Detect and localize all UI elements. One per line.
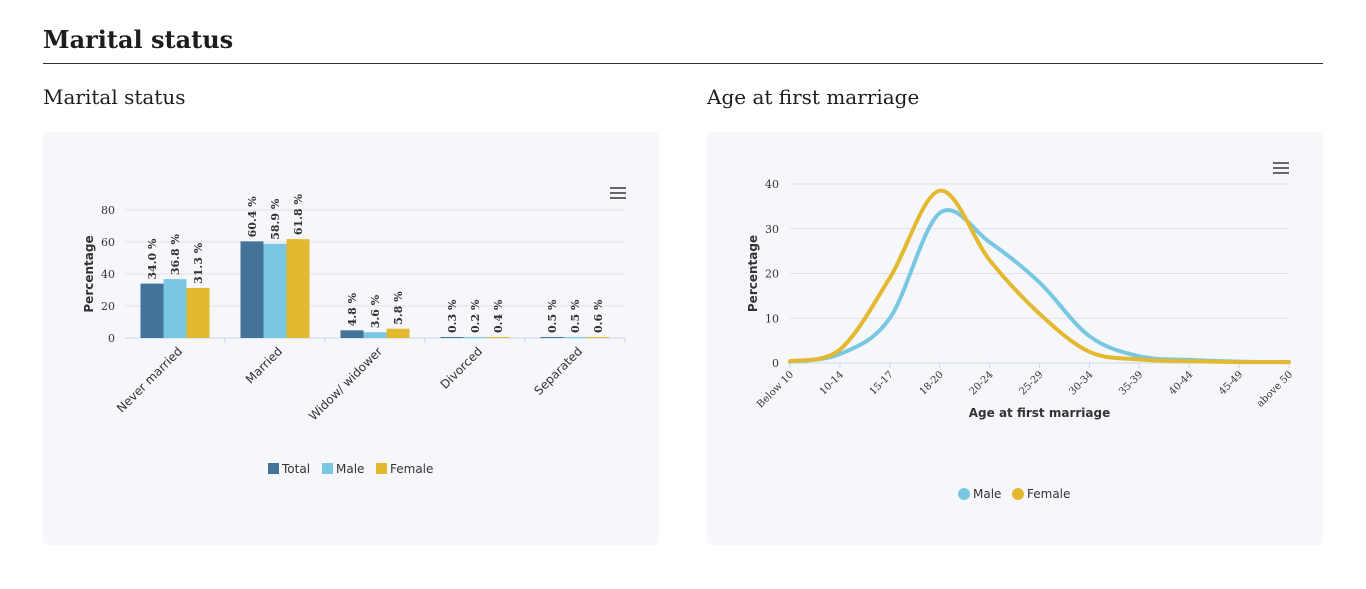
y-tick-label: 30 — [765, 223, 779, 236]
bar-male — [163, 279, 187, 338]
y-tick-label: 80 — [101, 204, 115, 217]
legend-item-total: Total — [281, 462, 310, 476]
x-category-label: above 50 — [1255, 369, 1295, 409]
bar-total — [440, 337, 464, 338]
bar-data-label: 58.9 % — [269, 198, 282, 240]
y-tick-label: 10 — [765, 312, 779, 325]
legend-marker-female — [376, 463, 387, 474]
y-tick-label: 20 — [101, 300, 115, 313]
bar-male — [563, 337, 587, 338]
x-category-label: Never married — [114, 344, 185, 415]
bar-female — [386, 328, 410, 338]
bar-data-label: 0.2 % — [469, 299, 482, 333]
chart-menu-icon[interactable] — [1273, 162, 1289, 174]
y-tick-label: 40 — [101, 268, 115, 281]
bar-data-label: 3.6 % — [369, 294, 382, 328]
x-category-label: 25-29 — [1017, 369, 1045, 397]
marital-chart-heading: Marital status — [43, 85, 186, 109]
x-category-label: 30-34 — [1067, 369, 1095, 397]
bar-data-label: 60.4 % — [246, 196, 259, 238]
bar-female — [486, 337, 510, 338]
bar-male — [363, 332, 387, 338]
x-category-label: 20-24 — [968, 369, 996, 397]
legend-item-male: Male — [973, 487, 1001, 501]
legend-item-female: Female — [1027, 487, 1070, 501]
bar-data-label: 5.8 % — [392, 291, 405, 325]
bar-female — [586, 337, 610, 338]
series-line-male — [788, 208, 1291, 365]
legend-marker-male — [958, 488, 970, 500]
y-tick-label: 60 — [101, 236, 115, 249]
x-category-label: 45-49 — [1217, 369, 1245, 397]
y-tick-label: 40 — [765, 178, 779, 191]
marital-bar-chart: 0 20 40 60 80 Percentage 34.0 % 36.8 % 31.3 % Nev… — [82, 187, 626, 476]
x-category-label: 10-14 — [818, 369, 846, 397]
y-tick-label: 0 — [108, 332, 115, 345]
bar-data-label: 0.6 % — [592, 299, 605, 333]
bar-total — [240, 241, 264, 338]
legend-marker-male — [322, 463, 333, 474]
bar-data-label: 0.5 % — [546, 299, 559, 333]
bar-data-label: 36.8 % — [169, 233, 182, 275]
bar-total — [540, 337, 564, 338]
section-title: Marital status — [43, 25, 234, 54]
x-category-label: Married — [243, 344, 285, 386]
bar-total — [340, 330, 364, 338]
bar-male — [463, 337, 487, 338]
x-category-label: Widow/ widower — [306, 344, 385, 423]
section-divider — [43, 63, 1323, 64]
y-tick-label: 20 — [765, 268, 779, 281]
x-category-label: Below 10 — [755, 369, 796, 410]
bar-total — [140, 283, 164, 338]
chart-menu-icon[interactable] — [610, 187, 626, 199]
x-axis-title: Age at first marriage — [969, 406, 1110, 420]
bar-data-label: 31.3 % — [192, 242, 205, 284]
x-category-label: Divorced — [438, 344, 486, 392]
bar-data-label: 61.8 % — [292, 193, 305, 235]
y-axis-title: Percentage — [746, 235, 760, 312]
marital-chart-card: 0 20 40 60 80 Percentage 34.0 % 36.8 % 31.3 % Nev… — [43, 132, 659, 545]
bar-data-label: 4.8 % — [346, 292, 359, 326]
bar-data-label: 0.3 % — [446, 299, 459, 333]
x-category-label: 15-17 — [868, 369, 896, 397]
y-axis-title: Percentage — [82, 235, 96, 312]
x-category-label: 40-44 — [1167, 369, 1195, 397]
x-category-label: Separated — [531, 344, 585, 398]
x-category-label: 18-20 — [918, 369, 946, 397]
age-line-chart: 0 10 20 30 40 Percentage Age at first marriage… — [746, 162, 1295, 501]
bar-data-label: 34.0 % — [146, 238, 159, 280]
x-category-label: 35-39 — [1117, 369, 1145, 397]
bar-data-label: 0.5 % — [569, 299, 582, 333]
y-tick-label: 0 — [772, 357, 779, 370]
legend-item-female: Female — [390, 462, 433, 476]
legend-marker-total — [268, 463, 279, 474]
bar-female — [286, 239, 310, 338]
bar-data-label: 0.4 % — [492, 299, 505, 333]
series-line-female — [788, 188, 1291, 365]
age-chart-heading: Age at first marriage — [707, 85, 920, 109]
age-chart-card: 0 10 20 30 40 Percentage Age at first marriage… — [707, 132, 1323, 545]
legend-marker-female — [1012, 488, 1024, 500]
legend-item-male: Male — [336, 462, 364, 476]
bar-female — [186, 287, 210, 338]
bar-male — [263, 243, 287, 338]
